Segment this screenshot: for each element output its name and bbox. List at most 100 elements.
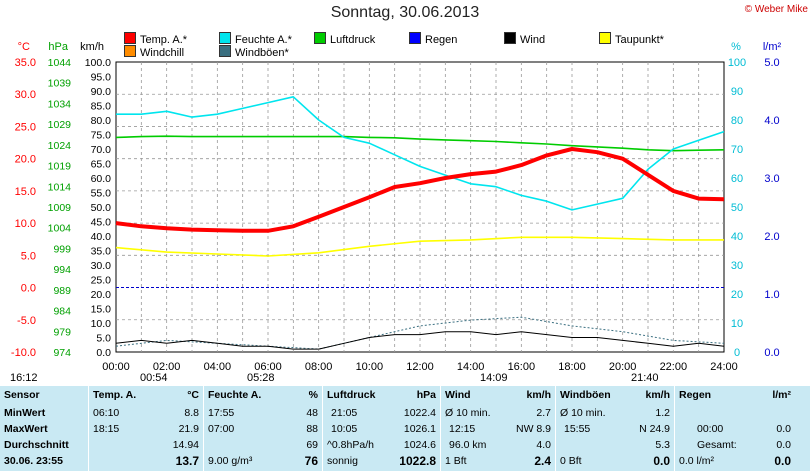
legend-dewpoint: Taupunkt* [599,32,664,46]
wind-tick-label: 50.0 [91,202,112,214]
time-tick-label: 22:00 [660,361,688,372]
wind-header: Wind [445,389,471,401]
gust-bft: 0 Bft [560,455,582,467]
legend-windchill: Windchill [124,45,184,59]
wind-axis-unit: km/h [80,41,104,53]
humidity-tick-label: 100 [728,57,746,69]
legend-swatch-windchill [124,45,136,57]
wind-avg10-label: Ø 10 min. [445,407,491,419]
time-tick-label: 04:00 [204,361,232,372]
wind-unit: km/h [526,389,551,401]
wind-tick-label: 5.0 [96,333,111,345]
series-line-luftdruck [115,135,725,152]
pressure-tick-label: 1019 [48,161,72,173]
temp-tick-label: -5.0 [17,315,36,327]
humidity-tick-label: 10 [731,318,743,330]
temp-tick-label: 15.0 [15,186,36,198]
pressure-tick-label: 979 [53,326,71,338]
wind-tick-label: 95.0 [91,72,112,84]
legend-swatch-wind [504,32,516,44]
temp-tick-label: 20.0 [15,154,36,166]
rain-tick-label: 1.0 [764,289,779,301]
series-line-taupunkt [115,236,724,257]
wind-tick-label: 30.0 [91,260,112,272]
pressure-tick-label: 994 [53,264,71,276]
rain-current-value: 0.0 [774,454,791,468]
chart-grid [115,61,725,353]
gust-max-value: N 24.9 [639,423,670,435]
col-wind: Wind km/h Ø 10 min. 2.7 12:15 NW 8.9 96.0 k… [441,386,556,471]
rain-max-time: 00:00 [697,423,724,435]
wind-tick-label: 55.0 [91,188,112,200]
wind-max-time: 00:54 [140,372,168,384]
pressure-tick-label: 974 [53,347,71,359]
time-tick-label: 06:00 [254,361,282,372]
pressure-tick-label: 1029 [48,119,72,131]
rain-tick-label: 2.0 [764,231,779,243]
series-line-feuchte-a [116,96,725,211]
time-tick-label: 14:00 [457,361,485,372]
legend-gust: Windböen* [219,45,289,59]
temp-tick-label: -10.0 [11,347,36,359]
temp-max-time: 18:15 [93,423,120,435]
pressure-max-value: 1026.1 [403,423,436,435]
wind-current-value: 2.4 [534,454,551,468]
temp-current-value: 13.7 [175,454,199,468]
rain-header: Regen [679,389,712,401]
wind-bft: 1 Bft [445,455,467,467]
start-time: 16:12 [10,372,38,384]
time-tick-label: 02:00 [153,361,181,372]
humidity-max-value: 88 [306,423,318,435]
wind-tick-label: 25.0 [91,275,112,287]
row-label-avg: Durchschnitt [4,439,69,451]
wind-tick-label: 85.0 [91,101,112,113]
humidity-avg-value: 69 [306,439,318,451]
pressure-forecast: sonnig [327,455,358,467]
temp-tick-label: 10.0 [15,218,36,230]
gust-header: Windböen [560,389,611,401]
time-tick-label: 18:00 [558,361,586,372]
time-tick-label: 10:00 [356,361,384,372]
gust-current-value: 0.0 [653,454,670,468]
pressure-header: Luftdruck [327,389,376,401]
row-label-min: MinWert [4,407,46,419]
wind-tick-label: 45.0 [91,217,112,229]
humidity-abs-label: 9.00 g/m³ [208,455,253,467]
wind-tick-label: 70.0 [91,144,112,156]
rain-total-value: 0.0 [776,439,791,451]
time-tick-label: 16:00 [508,361,536,372]
rain-tick-label: 4.0 [764,115,779,127]
pressure-current-value: 1022.8 [399,454,436,468]
temp-tick-label: 25.0 [15,121,36,133]
col-sensor: Sensor MinWert MaxWert Durchschnitt 30.0… [0,386,89,471]
humidity-min-time: 17:55 [208,407,235,419]
col-rain: Regen l/m² 00:00 0.0 Gesamt: 0.0 0.0 l/m² 0.… [675,386,795,471]
wind-avg10-value: 2.7 [536,407,551,419]
copyright-text: © Weber Mike [744,4,808,15]
rain-total-label: Gesamt: [697,439,737,451]
weather-chart: °C hPa km/h% l/m² 35.0 30.0 25.0 20.0 15.0 10.0 5.… [11,41,782,372]
rain-tick-label: 0.0 [764,347,779,359]
sunset-time: 21:40 [631,372,659,384]
humidity-tick-label: 60 [731,173,743,185]
time-tick-label: 12:00 [406,361,434,372]
gust-unit: km/h [645,389,670,401]
pressure-max-time: 10:05 [331,423,358,435]
gust-max-time: 15:55 [564,423,591,435]
wind-tick-label: 35.0 [91,246,112,258]
chart-axes: °C hPa km/h% l/m² 35.0 30.0 25.0 20.0 15.0 10.0 5.… [11,41,782,372]
pressure-avg-value: 1024.6 [403,439,436,451]
temp-unit: °C [187,389,199,401]
humidity-tick-label: 80 [731,115,743,127]
stats-panel: Sensor MinWert MaxWert Durchschnitt 30.0… [0,386,810,471]
gust-max-time: 14:09 [480,372,508,384]
temp-tick-label: 35.0 [15,57,36,69]
pressure-tick-label: 989 [53,285,71,297]
pressure-tick-label: 1014 [48,181,72,193]
pressure-tick-label: 1009 [48,202,72,214]
humidity-tick-label: 70 [731,144,743,156]
temp-tick-label: 30.0 [15,89,36,101]
humidity-tick-label: 40 [731,231,743,243]
wind-tick-label: 40.0 [91,231,112,243]
rain-rate: 0.0 l/m² [679,455,715,467]
